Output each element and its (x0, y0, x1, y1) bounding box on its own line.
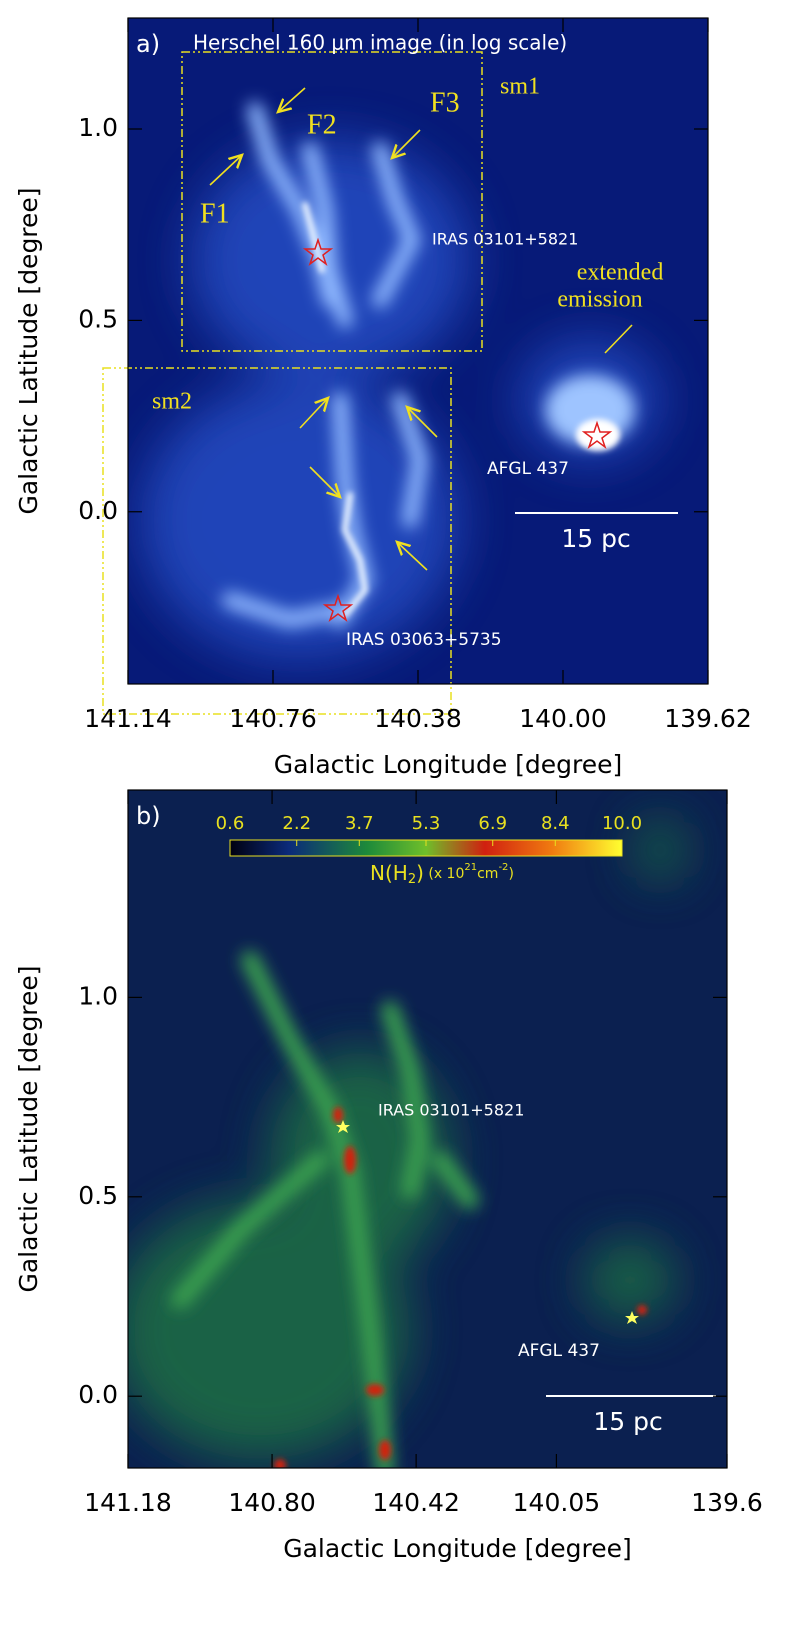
colorbar-label-part: -2 (498, 862, 508, 873)
colorbar-tick-label: 10.0 (602, 813, 642, 834)
annotation: emission (557, 287, 642, 313)
x-tick-label: 140.80 (228, 1488, 315, 1517)
annotation: AFGL 437 (518, 1341, 600, 1361)
colorbar-label-part: 21 (464, 862, 477, 873)
colorbar-tick-label: 2.2 (282, 813, 311, 834)
colorbar-label-part: ) (416, 861, 424, 885)
colorbar-tick-label: 8.4 (541, 813, 570, 834)
page: body { margin: 0; background: #fff; font… (0, 0, 795, 1638)
x-tick-label: 139.6 (691, 1488, 763, 1517)
x-tick-label: 140.05 (513, 1488, 600, 1517)
x-axis-label: Galactic Longitude [degree] (283, 1534, 632, 1563)
x-tick-label: 141.18 (84, 1488, 171, 1517)
y-tick-label: 0.0 (78, 496, 118, 525)
colorbar-tick-label: 6.9 (478, 813, 507, 834)
colorbar-label-part: 2 (408, 872, 416, 887)
column-density-map (110, 790, 727, 1471)
x-tick-label: 139.62 (664, 704, 751, 733)
y-tick-label: 1.0 (78, 981, 118, 1010)
x-tick-label: 140.00 (519, 704, 606, 733)
annotation: F2 (307, 109, 337, 140)
colorbar-tick-label: 5.3 (412, 813, 441, 834)
figure: 141.14140.76140.38140.00139.620.00.51.0G… (0, 0, 795, 1638)
colorbar-tick-label: 0.6 (216, 813, 245, 834)
colorbar-label-part: ) (508, 866, 513, 882)
annotation: F1 (200, 198, 230, 229)
y-tick-label: 0.5 (78, 304, 118, 333)
annotation: F3 (430, 87, 460, 118)
y-tick-label: 0.5 (78, 1181, 118, 1210)
y-axis-label: Galactic Latitude [degree] (14, 965, 43, 1292)
annotation: extended (577, 260, 664, 286)
body: {"chart_data": [ {"type": "image", "pane… (0, 0, 795, 1638)
x-tick-label: 140.38 (374, 704, 461, 733)
annotation: IRAS 03101+5821 (378, 1101, 524, 1120)
x-tick-label: 140.76 (229, 704, 316, 733)
colorbar-tick-label: 3.7 (345, 813, 374, 834)
annotation: AFGL 437 (487, 459, 569, 479)
annotation: 15 pc (561, 524, 630, 553)
colorbar-label-part: cm (477, 866, 498, 882)
y-tick-label: 1.0 (78, 113, 118, 142)
annotation: sm1 (500, 74, 540, 100)
x-tick-label: 141.14 (84, 704, 171, 733)
panel-title: Herschel 160 μm image (in log scale) (193, 31, 567, 55)
panel-label: a) (136, 30, 160, 58)
x-tick-label: 140.42 (372, 1488, 459, 1517)
y-axis-label: Galactic Latitude [degree] (14, 187, 43, 514)
colorbar-label-part: N(H (370, 861, 408, 885)
x-axis-label: Galactic Longitude [degree] (274, 750, 623, 779)
annotation: IRAS 03063+5735 (346, 630, 502, 650)
y-tick-label: 0.0 (78, 1380, 118, 1409)
panel-label: b) (136, 802, 161, 830)
colorbar-label-part: (x 10 (424, 866, 464, 882)
annotation: sm2 (152, 389, 192, 415)
annotation: IRAS 03101+5821 (432, 230, 578, 249)
annotation: 15 pc (593, 1407, 662, 1436)
